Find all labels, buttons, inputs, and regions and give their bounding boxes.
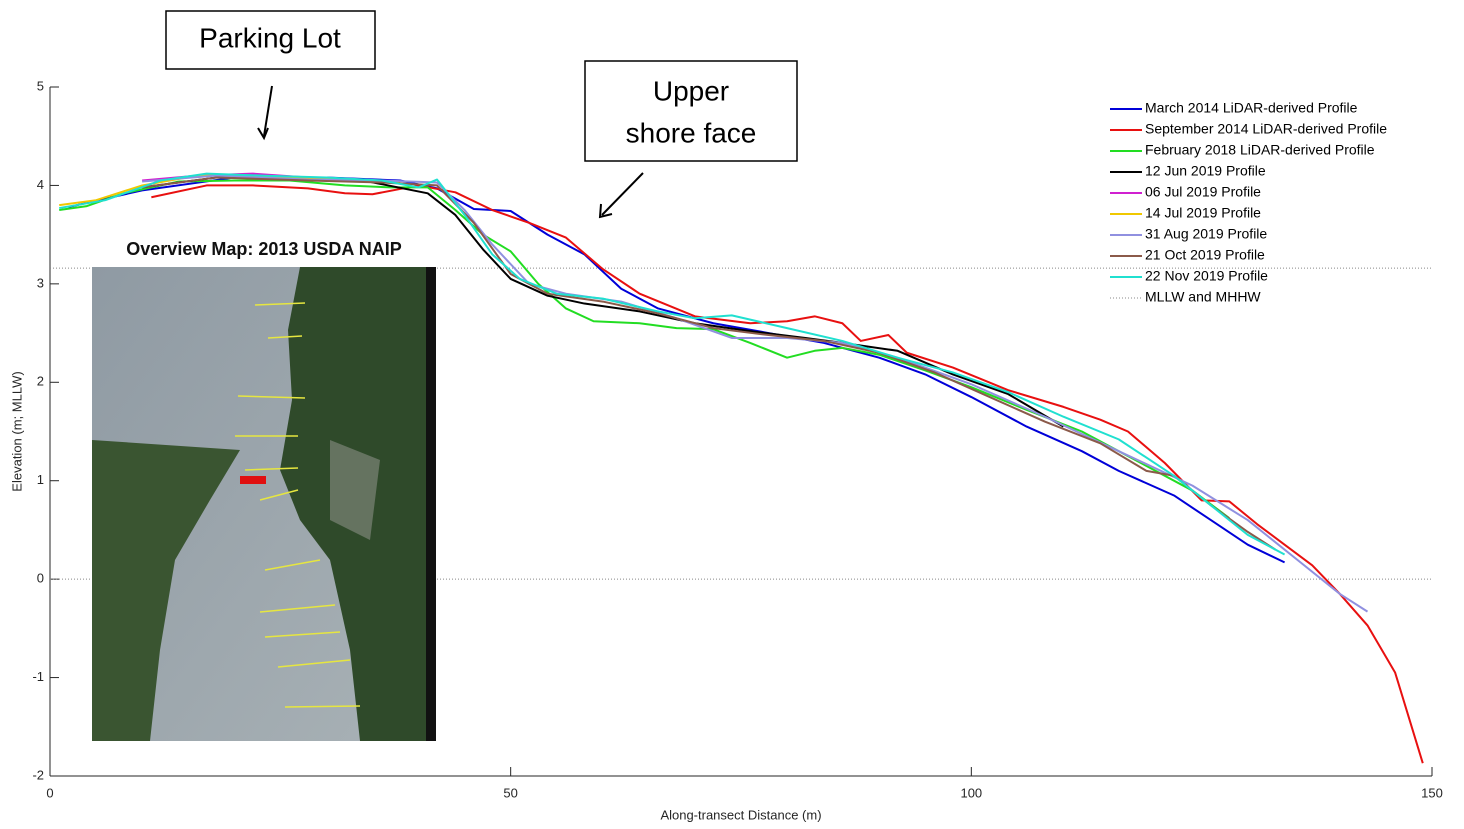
x-axis-label: Along-transect Distance (m) <box>660 807 821 822</box>
legend-label: MLLW and MHHW <box>1145 289 1261 305</box>
x-tick-label: 50 <box>503 785 517 800</box>
legend-label: 06 Jul 2019 Profile <box>1145 184 1261 200</box>
y-tick-label: 1 <box>37 472 44 487</box>
legend-label: 12 Jun 2019 Profile <box>1145 163 1266 179</box>
x-tick-label: 0 <box>46 785 53 800</box>
legend-label: 22 Nov 2019 Profile <box>1145 268 1268 284</box>
legend-label: September 2014 LiDAR-derived Profile <box>1145 121 1387 137</box>
y-tick-label: -1 <box>32 669 44 684</box>
annotation-text: shore face <box>626 117 757 148</box>
annotation-text: Parking Lot <box>199 22 341 53</box>
legend-label: 14 Jul 2019 Profile <box>1145 205 1261 221</box>
y-tick-label: 4 <box>37 177 44 192</box>
legend-label: 21 Oct 2019 Profile <box>1145 247 1265 263</box>
y-tick-label: -2 <box>32 767 44 782</box>
x-tick-label: 150 <box>1421 785 1443 800</box>
legend-label: February 2018 LiDAR-derived Profile <box>1145 142 1375 158</box>
y-tick-label: 5 <box>37 78 44 93</box>
y-tick-label: 2 <box>37 374 44 389</box>
legend-label: 31 Aug 2019 Profile <box>1145 226 1267 242</box>
x-tick-label: 100 <box>960 785 982 800</box>
legend-label: March 2014 LiDAR-derived Profile <box>1145 100 1358 116</box>
y-tick-label: 0 <box>37 571 44 586</box>
annotation-text: Upper <box>653 75 729 106</box>
inset-map: Overview Map: 2013 USDA NAIP <box>92 239 436 741</box>
inset-title: Overview Map: 2013 USDA NAIP <box>126 239 401 259</box>
y-axis-label: Elevation (m; MLLW) <box>9 371 24 491</box>
chart: Overview Map: 2013 USDA NAIP -2-10123450… <box>0 0 1464 829</box>
y-tick-label: 3 <box>37 275 44 290</box>
